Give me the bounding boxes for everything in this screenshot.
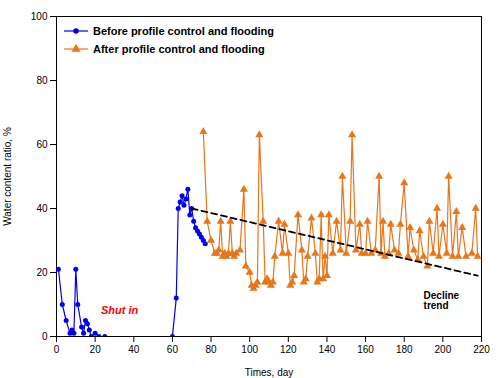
svg-text:100: 100 [31, 11, 48, 22]
svg-text:Shut in: Shut in [101, 304, 139, 316]
svg-text:80: 80 [36, 75, 48, 86]
html-text:Before profile control and flo: Before profile control and flooding [93, 25, 274, 37]
svg-text:160: 160 [357, 344, 374, 355]
svg-text:20: 20 [36, 267, 48, 278]
svg-text:40: 40 [36, 203, 48, 214]
svg-text:Times, day: Times, day [245, 367, 294, 378]
svg-text:40: 40 [128, 344, 140, 355]
svg-text:Declinetrend: Declinetrend [424, 290, 460, 311]
svg-text:220: 220 [473, 344, 490, 355]
html-text:After profile control and floo: After profile control and flooding [93, 43, 265, 55]
svg-text:200: 200 [435, 344, 452, 355]
svg-text:0: 0 [42, 331, 48, 342]
svg-text:100: 100 [241, 344, 258, 355]
svg-text:60: 60 [167, 344, 179, 355]
svg-text:180: 180 [396, 344, 413, 355]
svg-text:140: 140 [319, 344, 336, 355]
svg-text:120: 120 [280, 344, 297, 355]
svg-text:80: 80 [205, 344, 217, 355]
svg-text:Water content ratio, %: Water content ratio, % [2, 127, 13, 226]
svg-text:60: 60 [36, 139, 48, 150]
svg-text:0: 0 [54, 344, 60, 355]
svg-text:20: 20 [90, 344, 102, 355]
